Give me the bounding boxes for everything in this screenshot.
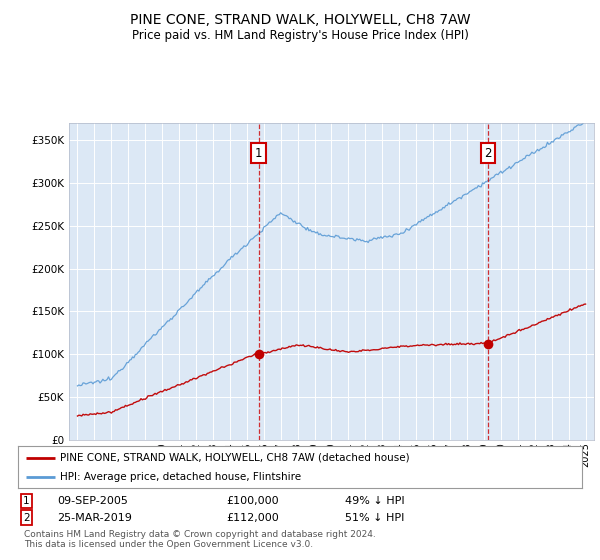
- Text: 2: 2: [484, 147, 491, 160]
- Text: 25-MAR-2019: 25-MAR-2019: [58, 513, 133, 522]
- Text: £112,000: £112,000: [227, 513, 280, 522]
- Text: Price paid vs. HM Land Registry's House Price Index (HPI): Price paid vs. HM Land Registry's House …: [131, 29, 469, 42]
- Text: PINE CONE, STRAND WALK, HOLYWELL, CH8 7AW (detached house): PINE CONE, STRAND WALK, HOLYWELL, CH8 7A…: [60, 452, 410, 463]
- Text: 1: 1: [23, 496, 30, 506]
- Text: £100,000: £100,000: [227, 496, 280, 506]
- Text: HPI: Average price, detached house, Flintshire: HPI: Average price, detached house, Flin…: [60, 472, 301, 482]
- Text: 49% ↓ HPI: 49% ↓ HPI: [345, 496, 405, 506]
- Text: 09-SEP-2005: 09-SEP-2005: [58, 496, 128, 506]
- Text: Contains HM Land Registry data © Crown copyright and database right 2024.
This d: Contains HM Land Registry data © Crown c…: [23, 530, 376, 549]
- Text: 2: 2: [23, 513, 30, 522]
- Text: PINE CONE, STRAND WALK, HOLYWELL, CH8 7AW: PINE CONE, STRAND WALK, HOLYWELL, CH8 7A…: [130, 13, 470, 27]
- Text: 1: 1: [255, 147, 262, 160]
- Text: 51% ↓ HPI: 51% ↓ HPI: [345, 513, 404, 522]
